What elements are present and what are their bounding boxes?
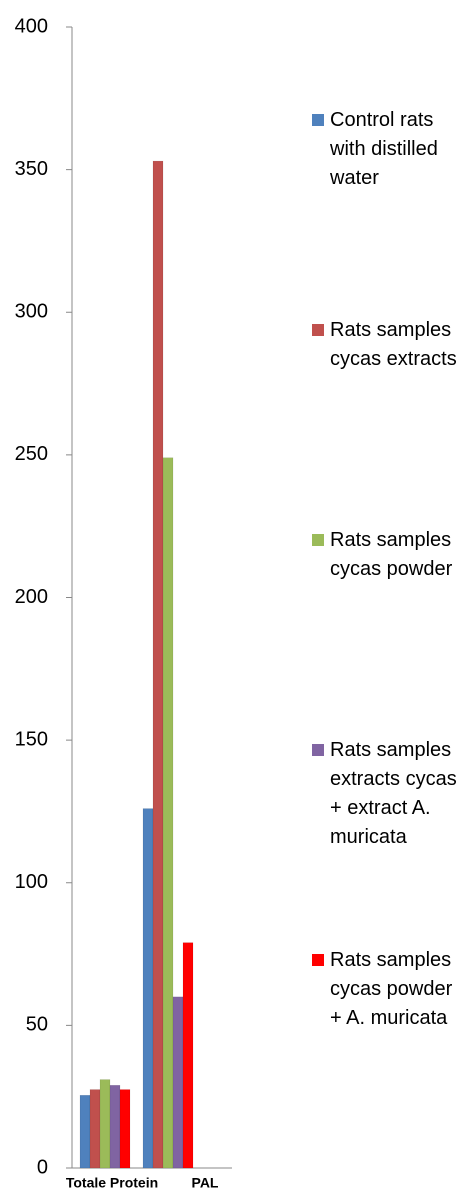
y-tick-label: 300 xyxy=(15,301,48,323)
bar xyxy=(172,996,184,1169)
legend-label: Rats samples extracts cycas + extract A.… xyxy=(330,739,457,848)
bar xyxy=(89,1089,101,1169)
y-tick-label: 150 xyxy=(15,728,48,750)
legend-swatch xyxy=(312,324,324,336)
bar xyxy=(152,160,164,1169)
legend-label: Control rats with distilled water xyxy=(330,109,438,189)
bar xyxy=(79,1095,91,1169)
y-tick-label: 350 xyxy=(15,158,48,180)
legend-swatch xyxy=(312,114,324,126)
x-tick-label: Totale Protein xyxy=(66,1175,158,1191)
legend-label: Rats samples cycas extracts xyxy=(330,319,457,370)
legend-entry: Rats samples extracts cycas + extract A.… xyxy=(312,736,457,852)
bar xyxy=(99,1079,111,1169)
bar xyxy=(142,808,154,1169)
y-tick-label: 400 xyxy=(15,15,48,37)
legend-entry: Rats samples cycas powder + A. muricata xyxy=(312,946,457,1033)
legend-entry: Rats samples cycas extracts xyxy=(312,316,457,374)
legend-swatch xyxy=(312,744,324,756)
y-tick-label: 200 xyxy=(15,586,48,608)
y-tick-label: 0 xyxy=(37,1156,48,1178)
legend-label: Rats samples cycas powder xyxy=(330,529,453,580)
bar xyxy=(162,457,174,1169)
legend-entry: Control rats with distilled water xyxy=(312,106,457,193)
legend-entry: Rats samples cycas powder xyxy=(312,526,457,584)
bar xyxy=(119,1089,131,1169)
y-tick-label: 50 xyxy=(26,1014,48,1036)
y-tick-label: 100 xyxy=(15,871,48,893)
y-tick-label: 250 xyxy=(15,443,48,465)
legend-swatch xyxy=(312,534,324,546)
legend-swatch xyxy=(312,954,324,966)
bar xyxy=(182,942,194,1169)
x-tick-label: PAL xyxy=(192,1175,219,1191)
bar xyxy=(109,1085,121,1169)
legend-label: Rats samples cycas powder + A. muricata xyxy=(330,949,453,1029)
